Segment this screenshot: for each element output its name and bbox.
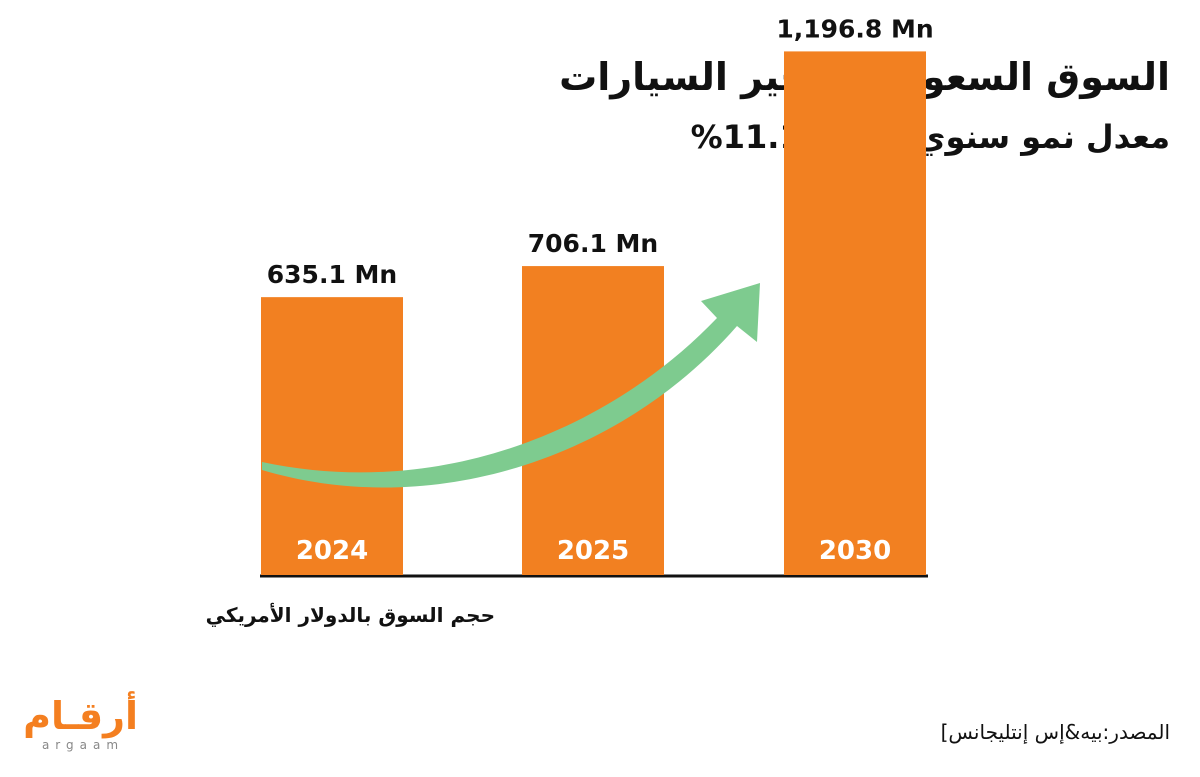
logo-arabic-text: أرقـام bbox=[23, 694, 138, 738]
value-label: 1,196.8 Mn bbox=[776, 14, 933, 43]
logo-latin-text: argaam bbox=[41, 738, 125, 752]
argaam-logo: أرقـام argaam bbox=[23, 694, 138, 756]
category-label: 2030 bbox=[819, 536, 891, 566]
y-axis-label: حجم السوق بالدولار الأمريكي bbox=[205, 603, 495, 627]
category-label: 2024 bbox=[296, 536, 368, 566]
source-note: المصدر:بيه&إس إنتليجانس] bbox=[940, 720, 1170, 744]
bar-2024 bbox=[261, 297, 403, 575]
growth-arrow bbox=[262, 283, 760, 488]
category-label: 2025 bbox=[557, 536, 629, 566]
value-label: 706.1 Mn bbox=[528, 229, 658, 258]
bar-2030 bbox=[784, 51, 926, 575]
value-label: 635.1 Mn bbox=[267, 260, 397, 289]
